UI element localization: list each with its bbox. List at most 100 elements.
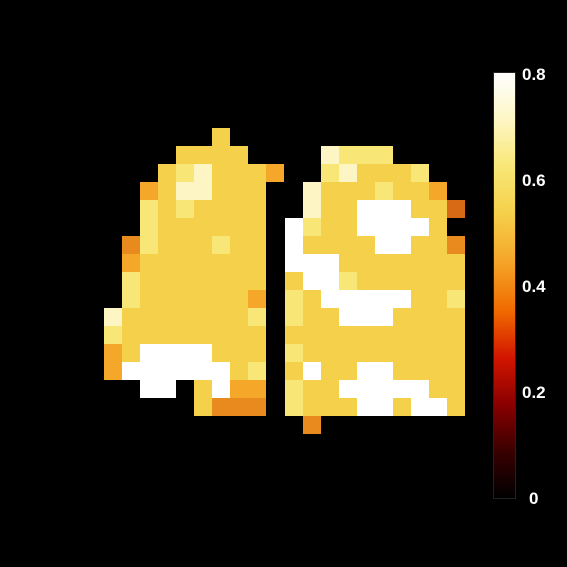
left-lung-voxel bbox=[248, 344, 266, 362]
left-lung-voxel bbox=[194, 254, 212, 272]
left-lung-voxel bbox=[194, 326, 212, 344]
left-lung-voxel bbox=[230, 272, 248, 290]
right-lung-voxel bbox=[375, 362, 393, 380]
left-lung-voxel bbox=[248, 398, 266, 416]
colorbar-tick-0.4: 0.4 bbox=[522, 277, 546, 296]
right-lung-voxel bbox=[375, 326, 393, 344]
right-lung-voxel bbox=[357, 164, 375, 182]
colorbar-tick-0: 0 bbox=[529, 489, 539, 508]
right-lung-voxel bbox=[339, 164, 357, 182]
left-lung-voxel bbox=[122, 308, 140, 326]
right-lung-voxel bbox=[375, 380, 393, 398]
right-lung-voxel bbox=[321, 344, 339, 362]
right-lung-voxel bbox=[339, 362, 357, 380]
right-lung-voxel bbox=[411, 200, 429, 218]
right-lung-voxel bbox=[321, 362, 339, 380]
left-lung-voxel bbox=[212, 254, 230, 272]
left-lung-voxel bbox=[230, 398, 248, 416]
left-lung-voxel bbox=[212, 272, 230, 290]
left-lung-voxel bbox=[194, 146, 212, 164]
right-lung-voxel bbox=[447, 200, 465, 218]
right-lung-voxel bbox=[339, 398, 357, 416]
right-lung-voxel bbox=[321, 290, 339, 308]
left-lung-voxel bbox=[194, 200, 212, 218]
left-lung-voxel bbox=[230, 200, 248, 218]
right-lung-voxel bbox=[321, 218, 339, 236]
right-lung-voxel bbox=[375, 344, 393, 362]
left-lung-voxel bbox=[248, 272, 266, 290]
left-lung-voxel bbox=[140, 218, 158, 236]
left-lung-voxel bbox=[248, 308, 266, 326]
right-lung-voxel bbox=[285, 308, 303, 326]
left-lung-voxel bbox=[194, 380, 212, 398]
right-lung-voxel bbox=[339, 182, 357, 200]
right-lung-voxel bbox=[357, 290, 375, 308]
left-lung-voxel bbox=[140, 200, 158, 218]
left-lung-voxel bbox=[176, 236, 194, 254]
left-lung-voxel bbox=[212, 326, 230, 344]
right-lung-voxel bbox=[429, 218, 447, 236]
left-lung-voxel bbox=[122, 326, 140, 344]
left-lung-voxel bbox=[212, 128, 230, 146]
right-lung-voxel bbox=[393, 254, 411, 272]
right-lung-voxel bbox=[357, 146, 375, 164]
right-lung-voxel bbox=[303, 290, 321, 308]
right-lung-voxel bbox=[357, 218, 375, 236]
left-lung-voxel bbox=[212, 218, 230, 236]
right-lung-voxel bbox=[285, 236, 303, 254]
left-lung-voxel bbox=[212, 182, 230, 200]
right-lung-voxel bbox=[447, 380, 465, 398]
right-lung-voxel bbox=[429, 272, 447, 290]
right-lung-voxel bbox=[375, 308, 393, 326]
left-lung-voxel bbox=[122, 290, 140, 308]
left-lung-voxel bbox=[230, 254, 248, 272]
left-lung-voxel bbox=[230, 218, 248, 236]
right-lung-voxel bbox=[303, 416, 321, 434]
left-lung-voxel bbox=[140, 236, 158, 254]
right-lung-voxel bbox=[393, 362, 411, 380]
right-lung-voxel bbox=[303, 182, 321, 200]
left-lung-voxel bbox=[212, 146, 230, 164]
right-lung-voxel bbox=[339, 218, 357, 236]
right-lung-voxel bbox=[321, 380, 339, 398]
right-lung-voxel bbox=[429, 326, 447, 344]
left-lung-voxel bbox=[176, 272, 194, 290]
right-lung-voxel bbox=[339, 380, 357, 398]
right-lung-voxel bbox=[393, 398, 411, 416]
right-lung-voxel bbox=[393, 236, 411, 254]
left-lung-voxel bbox=[248, 362, 266, 380]
right-lung-voxel bbox=[339, 236, 357, 254]
right-lung-voxel bbox=[285, 326, 303, 344]
right-lung-voxel bbox=[411, 182, 429, 200]
right-lung-voxel bbox=[303, 254, 321, 272]
right-lung-voxel bbox=[393, 344, 411, 362]
right-lung-voxel bbox=[429, 398, 447, 416]
right-lung-voxel bbox=[411, 362, 429, 380]
left-lung-voxel bbox=[158, 344, 176, 362]
left-lung-voxel bbox=[194, 290, 212, 308]
right-lung-voxel bbox=[357, 308, 375, 326]
left-lung-voxel bbox=[230, 290, 248, 308]
right-lung-voxel bbox=[429, 254, 447, 272]
right-lung-voxel bbox=[411, 218, 429, 236]
left-lung-voxel bbox=[230, 308, 248, 326]
left-lung-voxel bbox=[176, 254, 194, 272]
right-lung-voxel bbox=[447, 398, 465, 416]
left-lung-voxel bbox=[266, 164, 284, 182]
right-lung-voxel bbox=[375, 218, 393, 236]
right-lung-voxel bbox=[339, 344, 357, 362]
right-lung-voxel bbox=[339, 200, 357, 218]
left-lung-voxel bbox=[104, 362, 122, 380]
left-lung-voxel bbox=[248, 254, 266, 272]
left-lung-voxel bbox=[140, 326, 158, 344]
left-lung-voxel bbox=[158, 164, 176, 182]
left-lung-voxel bbox=[140, 362, 158, 380]
left-lung-voxel bbox=[194, 182, 212, 200]
left-lung-voxel bbox=[212, 200, 230, 218]
left-lung-voxel bbox=[194, 272, 212, 290]
right-lung-voxel bbox=[393, 308, 411, 326]
right-lung-voxel bbox=[447, 290, 465, 308]
right-lung-voxel bbox=[429, 308, 447, 326]
right-lung-voxel bbox=[429, 344, 447, 362]
